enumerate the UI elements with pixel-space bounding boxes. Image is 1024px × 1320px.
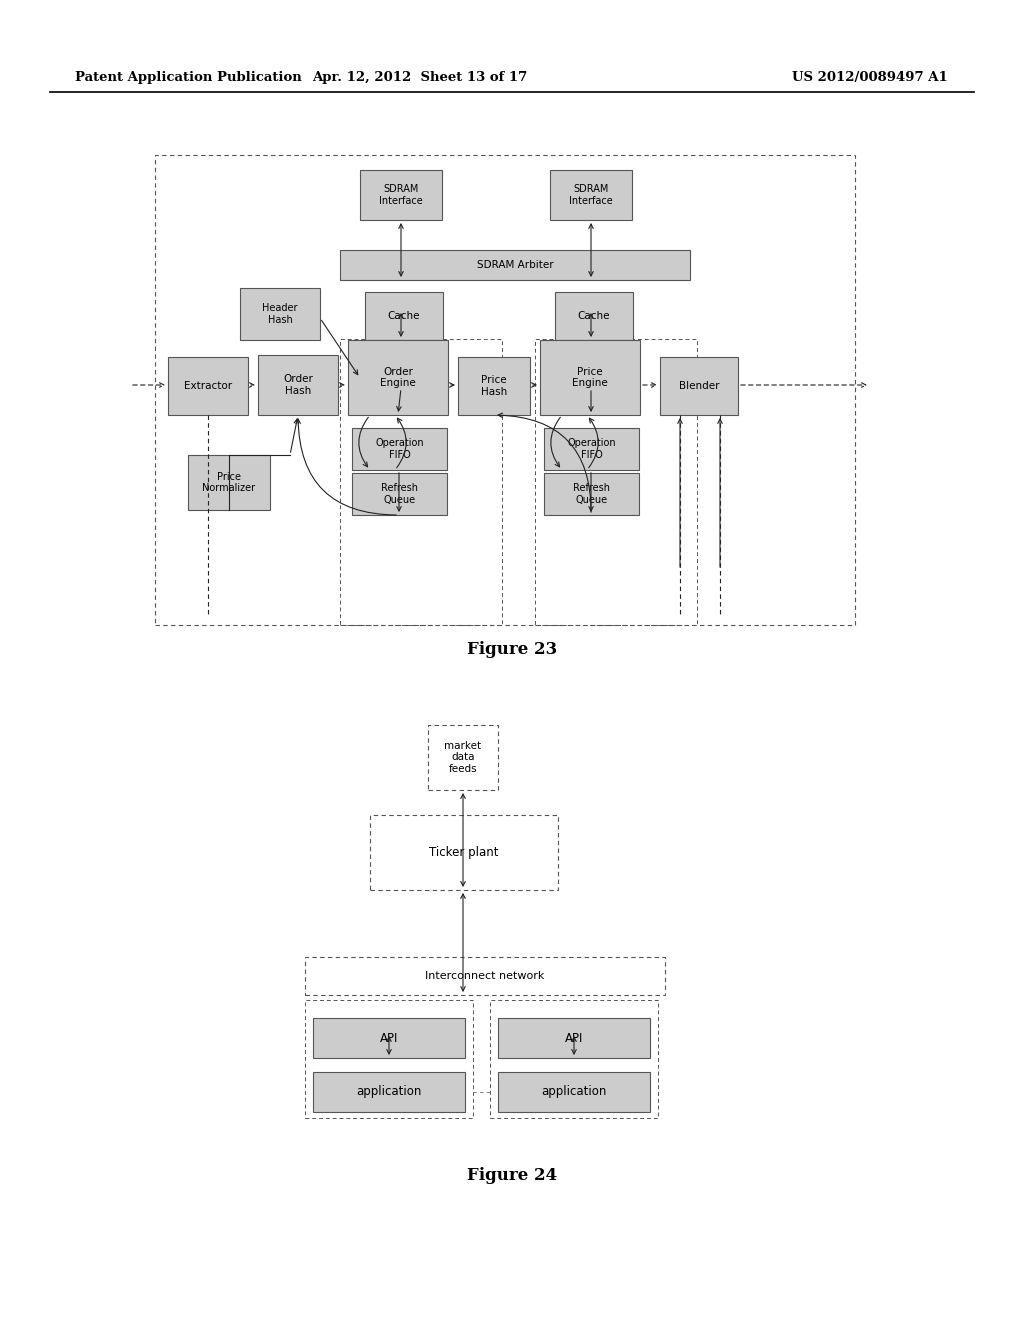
Text: Price
Engine: Price Engine <box>572 367 608 388</box>
FancyBboxPatch shape <box>498 1072 650 1111</box>
Text: Operation
FIFO: Operation FIFO <box>567 438 615 459</box>
Text: SDRAM Arbiter: SDRAM Arbiter <box>477 260 553 271</box>
Text: Figure 24: Figure 24 <box>467 1167 557 1184</box>
Text: API: API <box>565 1031 584 1044</box>
FancyBboxPatch shape <box>168 356 248 414</box>
FancyBboxPatch shape <box>348 341 449 414</box>
FancyBboxPatch shape <box>540 341 640 414</box>
Text: application: application <box>542 1085 606 1098</box>
Text: Cache: Cache <box>388 312 420 321</box>
FancyBboxPatch shape <box>365 292 443 341</box>
FancyBboxPatch shape <box>458 356 530 414</box>
Text: Order
Hash: Order Hash <box>283 374 313 396</box>
Text: SDRAM
Interface: SDRAM Interface <box>569 185 613 206</box>
Text: application: application <box>356 1085 422 1098</box>
FancyBboxPatch shape <box>544 428 639 470</box>
Text: Patent Application Publication: Patent Application Publication <box>75 71 302 84</box>
FancyBboxPatch shape <box>340 249 690 280</box>
Text: Blender: Blender <box>679 381 719 391</box>
FancyBboxPatch shape <box>544 473 639 515</box>
FancyBboxPatch shape <box>555 292 633 341</box>
FancyBboxPatch shape <box>188 455 270 510</box>
FancyBboxPatch shape <box>258 355 338 414</box>
Text: Ticker plant: Ticker plant <box>429 846 499 859</box>
Text: Figure 23: Figure 23 <box>467 642 557 659</box>
FancyBboxPatch shape <box>660 356 738 414</box>
Text: Extractor: Extractor <box>184 381 232 391</box>
Text: Interconnect network: Interconnect network <box>425 972 545 981</box>
Text: Cache: Cache <box>578 312 610 321</box>
Text: Price
Normalizer: Price Normalizer <box>203 471 256 494</box>
FancyBboxPatch shape <box>352 428 447 470</box>
FancyBboxPatch shape <box>550 170 632 220</box>
Text: SDRAM
Interface: SDRAM Interface <box>379 185 423 206</box>
FancyBboxPatch shape <box>352 473 447 515</box>
Text: US 2012/0089497 A1: US 2012/0089497 A1 <box>793 71 948 84</box>
FancyBboxPatch shape <box>498 1018 650 1059</box>
FancyBboxPatch shape <box>360 170 442 220</box>
FancyBboxPatch shape <box>313 1072 465 1111</box>
Text: Order
Engine: Order Engine <box>380 367 416 388</box>
Text: Operation
FIFO: Operation FIFO <box>375 438 424 459</box>
Text: API: API <box>380 1031 398 1044</box>
FancyBboxPatch shape <box>240 288 319 341</box>
Text: Refresh
Queue: Refresh Queue <box>573 483 610 504</box>
Text: Price
Hash: Price Hash <box>481 375 507 397</box>
Text: Header
Hash: Header Hash <box>262 304 298 325</box>
Text: market
data
feeds: market data feeds <box>444 741 481 774</box>
Text: Refresh
Queue: Refresh Queue <box>381 483 418 504</box>
Text: Apr. 12, 2012  Sheet 13 of 17: Apr. 12, 2012 Sheet 13 of 17 <box>312 71 527 84</box>
FancyBboxPatch shape <box>313 1018 465 1059</box>
